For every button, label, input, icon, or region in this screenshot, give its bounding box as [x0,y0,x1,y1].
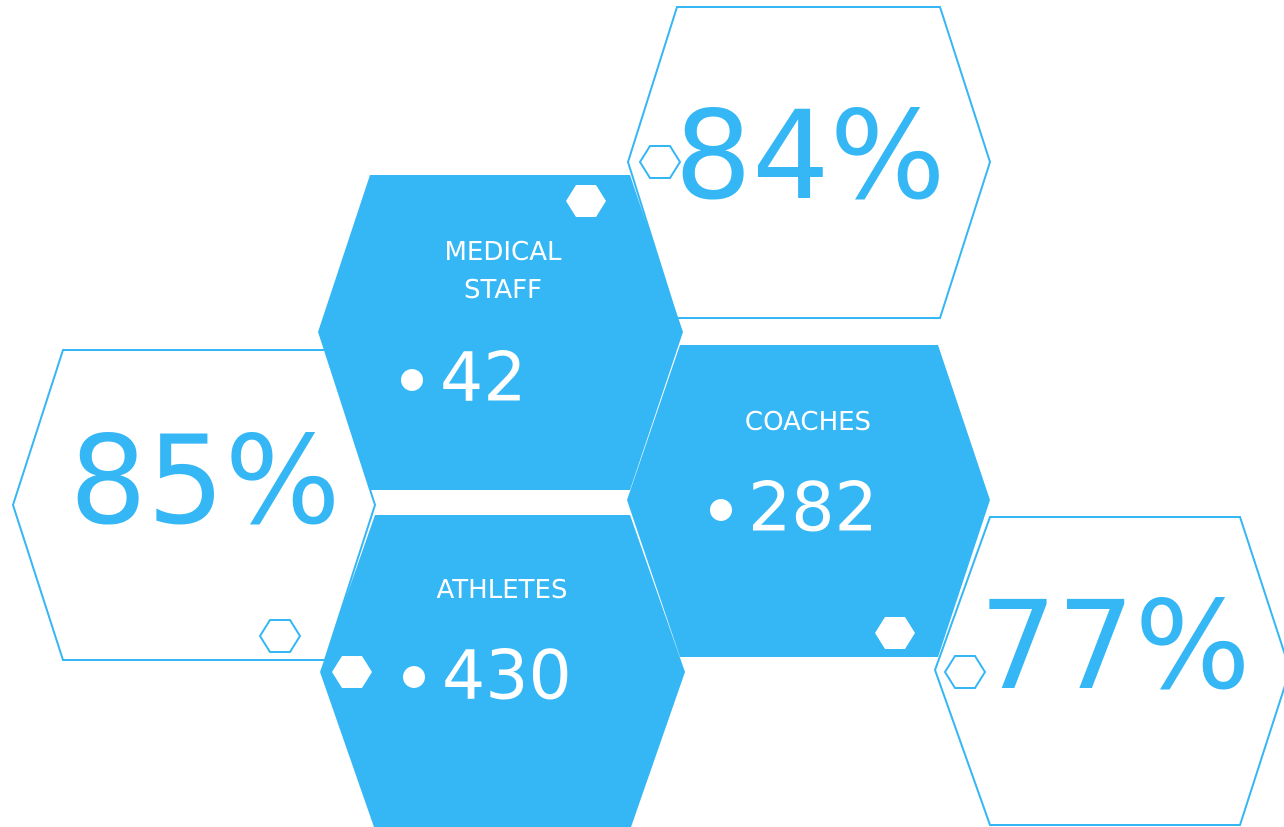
stat-label: MEDICAL [445,237,562,267]
stat-value: 430 [442,637,572,716]
percent-value: 84% [674,85,945,227]
bullet [710,499,732,521]
stat-label: STAFF [464,275,542,305]
small-hexagon-outline [943,655,987,689]
hexagon-outline [626,6,992,319]
stat-label: ATHLETES [437,575,568,605]
small-hexagon-outline [258,619,302,653]
bullet [401,369,423,391]
small-hexagon [875,617,915,649]
stat-value: 282 [748,469,878,548]
bullet [403,666,425,688]
hexagon-outline [933,516,1284,826]
hexagon [320,515,685,827]
stat-label: COACHES [745,407,871,437]
stat-value: 42 [440,339,527,418]
small-hexagon [332,656,372,688]
percent-value: 85% [69,410,340,552]
percent-value: 77% [979,575,1250,717]
small-hexagon [566,185,606,217]
small-hexagon-outline [638,145,682,179]
hexagon-outline [11,349,377,661]
hexagon [627,345,990,657]
hexagon [318,175,683,490]
